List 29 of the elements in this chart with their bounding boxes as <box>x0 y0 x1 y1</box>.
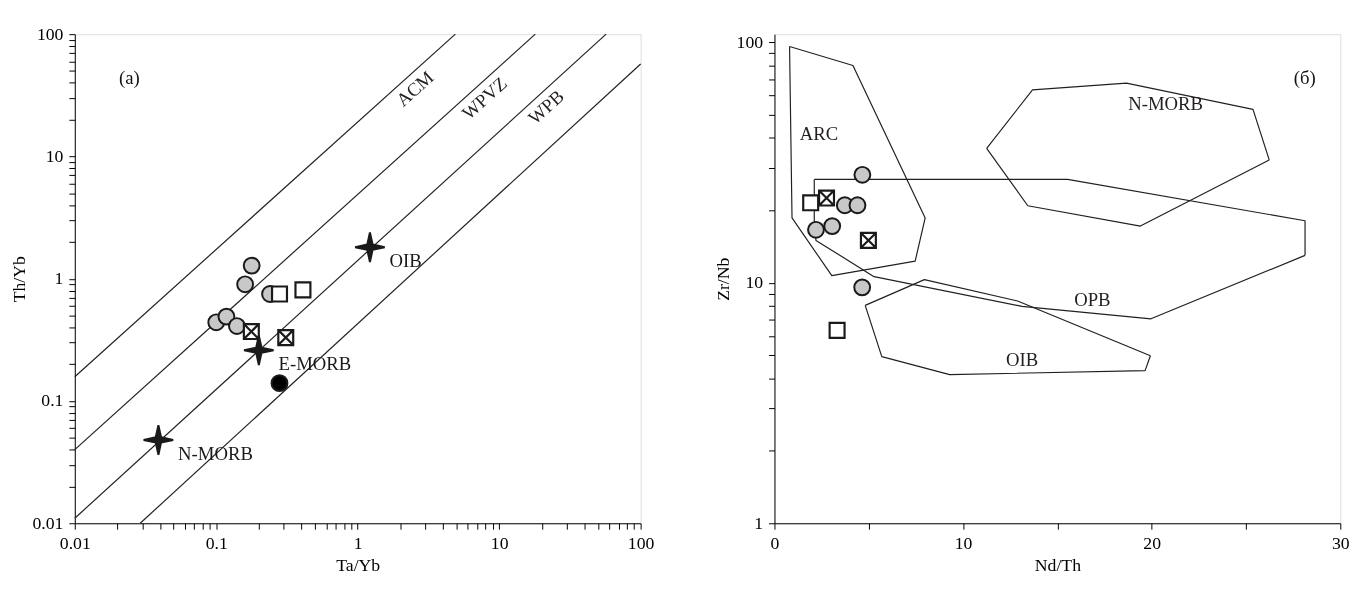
x-tick-label: 0 <box>770 533 780 554</box>
y-tick-label: 0.01 <box>32 512 64 533</box>
y-tick-label: 100 <box>36 23 64 44</box>
x-tick-label: 0.01 <box>59 533 91 554</box>
y-tick-label: 10 <box>745 272 764 293</box>
x-tick-label: 10 <box>490 533 509 554</box>
series-label: OPB <box>1074 289 1111 311</box>
x-axis-title: Nd/Th <box>1034 554 1082 575</box>
x-tick-label: 30 <box>1331 533 1350 554</box>
annotation: (a) <box>119 67 140 90</box>
x-tick-label: 0.1 <box>205 533 228 554</box>
x-axis-title: Ta/Yb <box>336 554 381 575</box>
series-label: OIB <box>1005 349 1039 371</box>
y-tick-label: 100 <box>736 31 764 52</box>
y-tick-label: 1 <box>754 512 764 533</box>
y-tick-label: 10 <box>45 145 64 166</box>
x-tick-label: 10 <box>954 533 973 554</box>
series-label: N-MORB <box>1128 93 1203 115</box>
y-tick-label: 1 <box>54 268 64 289</box>
y-tick-label: 0.1 <box>41 390 64 411</box>
x-tick-label: 100 <box>627 533 655 554</box>
y-axis-title: Th/Yb <box>8 255 29 303</box>
text: WPB <box>523 85 568 129</box>
series-label: ARC <box>799 123 839 145</box>
annotation: (б) <box>1293 67 1316 90</box>
x-tick-label: 1 <box>353 533 363 554</box>
x-tick-label: 20 <box>1143 533 1162 554</box>
series-label: OIB <box>389 249 422 271</box>
y-axis-title: Zr/Nb <box>712 257 733 301</box>
